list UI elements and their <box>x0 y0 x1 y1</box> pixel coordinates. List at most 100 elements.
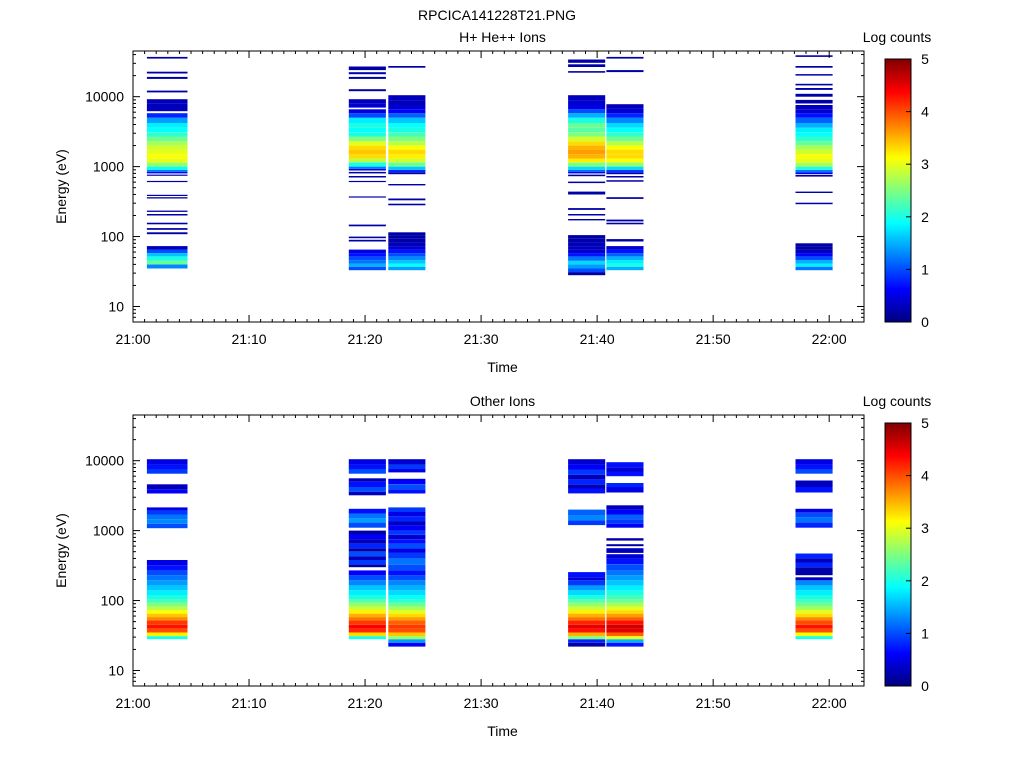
bin-2-11 <box>348 599 386 603</box>
bin-2-15 <box>348 580 386 586</box>
bin-4-15 <box>568 590 606 595</box>
colorbar-tick-label: 1 <box>921 625 929 641</box>
bin-5-34 <box>606 467 644 472</box>
bin-3-37 <box>388 464 426 470</box>
bin-5-23 <box>606 136 644 142</box>
bin-3-24 <box>388 543 426 549</box>
bin-2-1 <box>348 636 386 640</box>
x-tick-label: 21:10 <box>232 331 267 347</box>
bin-6-31 <box>795 88 833 90</box>
bin-6-6 <box>795 249 833 254</box>
bin-4-22 <box>568 509 606 516</box>
x-tick-label: 22:00 <box>812 331 847 347</box>
bin-3-32 <box>388 100 426 106</box>
bin-3-12 <box>388 203 426 206</box>
bin-4-14 <box>568 595 606 600</box>
bin-4-1 <box>568 642 606 647</box>
bin-3-16 <box>388 585 426 591</box>
bin-3-30 <box>388 516 426 522</box>
bin-1-16 <box>146 171 188 174</box>
bin-3-8 <box>388 617 426 621</box>
colorbar-tick-label: 3 <box>921 520 929 536</box>
bin-6-9 <box>795 606 833 611</box>
bin-3-27 <box>388 123 426 128</box>
bin-3-36 <box>388 469 426 473</box>
bin-3-14 <box>388 184 426 186</box>
bin-5-7 <box>606 246 644 250</box>
bin-2-22 <box>348 136 386 142</box>
bin-1-13 <box>146 590 188 595</box>
y-axis-label: Energy (eV) <box>53 149 69 224</box>
colorbar-tick-label: 5 <box>921 415 929 431</box>
bin-4-24 <box>568 484 606 489</box>
y-tick-label: 10000 <box>85 453 124 469</box>
bin-6-32 <box>795 83 833 86</box>
bin-1-9 <box>146 606 188 611</box>
bin-3-28 <box>388 525 426 531</box>
bin-2-2 <box>348 632 386 637</box>
y-tick-label: 100 <box>101 593 125 609</box>
bin-1-25 <box>146 136 188 142</box>
bin-4-38 <box>568 64 606 67</box>
colorbar-tick-label: 2 <box>921 573 929 589</box>
bin-1-31 <box>146 107 188 112</box>
bin-6-23 <box>795 127 833 133</box>
y-axis-label: Energy (eV) <box>53 513 69 588</box>
bin-1-13 <box>146 194 188 196</box>
bin-2-31 <box>348 491 386 496</box>
bin-1-20 <box>146 523 188 529</box>
bin-5-15 <box>606 590 644 595</box>
bin-2-8 <box>348 236 386 239</box>
colorbar-gradient <box>884 58 912 323</box>
bin-5-11 <box>606 606 644 611</box>
bin-2-18 <box>348 154 386 159</box>
bin-2-24 <box>348 539 386 544</box>
bin-4-28 <box>568 464 606 470</box>
bin-4-2 <box>568 639 606 643</box>
colorbar-tick-label: 1 <box>921 261 929 277</box>
bin-6-15 <box>795 580 833 586</box>
bin-1-24 <box>146 507 188 511</box>
y-tick-label: 1000 <box>93 159 124 175</box>
bin-1-9 <box>146 222 188 225</box>
bin-2-9 <box>348 606 386 611</box>
bin-6-26 <box>795 113 833 118</box>
plot-frame <box>132 414 865 687</box>
bin-6-28 <box>795 105 833 110</box>
bin-3-20 <box>388 564 426 571</box>
bin-2-27 <box>348 522 386 528</box>
bin-4-9 <box>568 242 606 247</box>
bin-2-33 <box>348 481 386 487</box>
bin-5-4 <box>606 256 644 261</box>
bin-1-12 <box>146 197 188 199</box>
bin-3-7 <box>388 246 426 250</box>
bin-5-18 <box>606 575 644 581</box>
bin-1-28 <box>146 464 188 470</box>
bin-3-4 <box>388 256 426 261</box>
bin-5-19 <box>606 570 644 576</box>
bin-5-30 <box>606 104 644 109</box>
bin-4-1 <box>568 272 606 276</box>
bin-4-27 <box>568 136 606 142</box>
bin-4-3 <box>568 264 606 269</box>
bin-3-30 <box>388 109 426 114</box>
bin-1-4 <box>146 624 188 629</box>
bin-1-6 <box>146 617 188 621</box>
bin-6-9 <box>795 202 833 205</box>
bin-3-7 <box>388 620 426 625</box>
bin-4-6 <box>568 624 606 629</box>
bin-6-6 <box>795 617 833 621</box>
bin-2-13 <box>348 590 386 595</box>
bin-1-37 <box>146 56 188 59</box>
bin-5-26 <box>606 123 644 128</box>
bin-2-17 <box>348 570 386 576</box>
bin-6-18 <box>795 149 833 155</box>
bin-5-16 <box>606 166 644 170</box>
bin-2-4 <box>348 624 386 629</box>
bin-4-4 <box>568 260 606 265</box>
bin-5-31 <box>606 487 644 493</box>
bin-1-14 <box>146 180 188 183</box>
bin-2-13 <box>348 171 386 174</box>
bin-1-17 <box>146 570 188 576</box>
bin-4-20 <box>568 520 606 526</box>
